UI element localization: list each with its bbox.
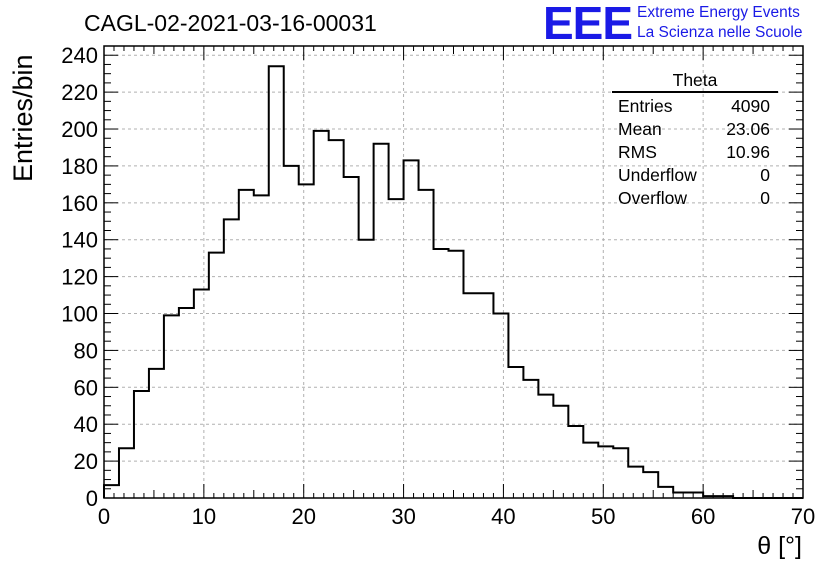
stats-label: RMS — [618, 142, 657, 162]
x-tick-label: 10 — [192, 504, 216, 529]
stats-label: Mean — [618, 119, 662, 139]
eee-logo: EEE — [543, 0, 633, 49]
histogram-bin — [119, 448, 134, 498]
y-axis-ticks: 0 20 40 60 80 100 120 140 160 180 200 220 240 — [61, 43, 803, 511]
histogram-bin — [463, 293, 478, 498]
histogram-bin — [419, 190, 434, 498]
stats-value: 23.06 — [726, 119, 770, 139]
logo-line-1: Extreme Energy Events — [637, 4, 800, 21]
y-tick-label: 220 — [61, 80, 98, 105]
histogram-bin — [179, 308, 194, 498]
histogram-bin — [329, 140, 344, 498]
stats-label: Entries — [618, 96, 673, 116]
histogram-bin — [269, 66, 284, 498]
chart-title: CAGL-02-2021-03-16-00031 — [84, 10, 377, 36]
histogram-bin — [658, 487, 673, 498]
histogram-bin — [583, 443, 598, 498]
histogram-bin — [149, 369, 164, 498]
histogram-bin — [374, 144, 389, 498]
stats-value: 0 — [760, 188, 770, 208]
y-tick-label: 180 — [61, 154, 98, 179]
histogram-bin — [493, 314, 508, 498]
y-tick-label: 0 — [86, 486, 98, 511]
histogram-bin — [523, 380, 538, 498]
histogram-bin — [478, 293, 493, 498]
stats-row-underflow: Underflow 0 — [612, 164, 778, 187]
histogram-bin — [404, 160, 419, 498]
histogram-bin — [344, 177, 359, 498]
histogram-bin — [389, 199, 404, 498]
y-tick-label: 40 — [74, 412, 98, 437]
x-tick-label: 20 — [291, 504, 315, 529]
histogram-bin — [553, 406, 568, 498]
histogram-bin — [643, 472, 658, 498]
histogram-bin — [299, 184, 314, 498]
stats-row-rms: RMS 10.96 — [612, 141, 778, 164]
stats-label: Underflow — [618, 165, 697, 185]
histogram-bin — [538, 395, 553, 498]
histogram-bin — [568, 426, 583, 498]
logo-caption: Extreme Energy Events La Scienza nelle S… — [637, 3, 802, 43]
y-tick-label: 120 — [61, 265, 98, 290]
stats-value: 4090 — [731, 96, 770, 116]
histogram-bin — [209, 253, 224, 498]
x-tick-label: 60 — [691, 504, 715, 529]
histogram-bin — [224, 219, 239, 498]
stats-label: Overflow — [618, 188, 688, 208]
y-tick-label: 140 — [61, 228, 98, 253]
y-tick-label: 60 — [74, 375, 98, 400]
histogram-bin — [598, 446, 613, 498]
y-tick-label: 240 — [61, 43, 98, 68]
stats-row-mean: Mean 23.06 — [612, 118, 778, 141]
x-tick-label: 50 — [591, 504, 615, 529]
y-tick-label: 100 — [61, 302, 98, 327]
histogram-bin — [134, 391, 149, 498]
stats-title: Theta — [612, 70, 778, 93]
stats-row-entries: Entries 4090 — [612, 95, 778, 118]
y-tick-label: 80 — [74, 338, 98, 363]
x-tick-label: 70 — [791, 504, 815, 529]
histogram-bin — [254, 195, 269, 498]
histogram-bin — [314, 131, 329, 498]
histogram-bin — [164, 315, 179, 498]
histogram-bin — [359, 240, 374, 498]
y-tick-label: 200 — [61, 117, 98, 142]
histogram-outline — [103, 65, 803, 499]
x-tick-label: 30 — [391, 504, 415, 529]
histogram-bin — [628, 467, 643, 498]
histogram-bin — [104, 485, 119, 498]
logo-line-2: La Scienza nelle Scuole — [637, 24, 803, 41]
histogram-bin — [194, 290, 209, 498]
y-tick-label: 160 — [61, 191, 98, 216]
x-tick-label: 40 — [491, 504, 515, 529]
stats-value: 0 — [760, 165, 770, 185]
grid-lines — [104, 46, 803, 498]
y-axis-label: Entries/bin — [8, 54, 38, 182]
histogram-bin — [613, 448, 628, 498]
histogram-bin — [239, 190, 254, 498]
stats-value: 10.96 — [726, 142, 770, 162]
y-tick-label: 20 — [74, 449, 98, 474]
histogram-bin — [449, 251, 464, 498]
stats-row-overflow: Overflow 0 — [612, 187, 778, 210]
stats-box: Theta Entries 4090 Mean 23.06 RMS 10.96 … — [612, 70, 778, 210]
x-axis-ticks: 0 10 20 30 40 50 60 70 — [98, 46, 815, 529]
x-tick-label: 0 — [98, 504, 110, 529]
histogram-bin — [284, 166, 299, 498]
x-axis-label: θ [°] — [757, 532, 802, 560]
histogram-bin — [508, 367, 523, 498]
